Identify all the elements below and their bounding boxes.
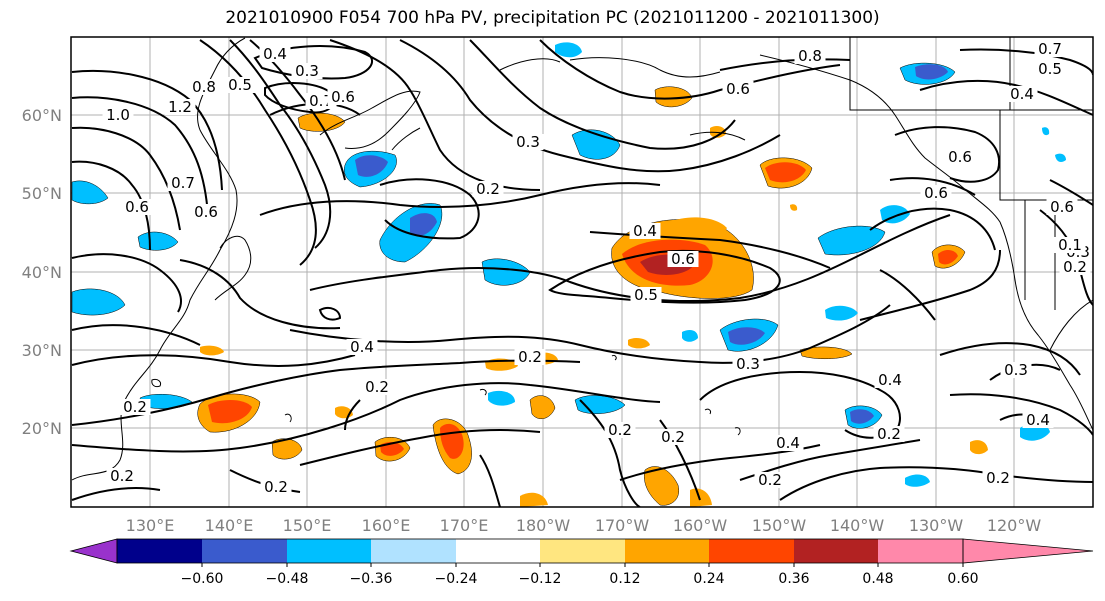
contour-label: 0.4 bbox=[1026, 411, 1050, 429]
contour-label: 0.2 bbox=[110, 467, 134, 485]
colorbar-extend-left bbox=[69, 538, 118, 564]
contour-label: 0.2 bbox=[877, 425, 901, 443]
contour-label: 0.2 bbox=[608, 421, 632, 439]
colorbar-tick-label: −0.24 bbox=[435, 571, 478, 587]
colorbar-segment bbox=[117, 539, 202, 563]
latitude-label: 20°N bbox=[22, 419, 62, 438]
contour-label: 0.5 bbox=[1038, 60, 1062, 78]
contour-label: 0.6 bbox=[671, 250, 695, 268]
contour-label: 0.5 bbox=[228, 76, 252, 94]
contour-label: 0.2 bbox=[264, 478, 288, 496]
contour-label: 0.2 bbox=[986, 469, 1010, 487]
latitude-label: 60°N bbox=[22, 106, 62, 125]
contour-label: 0.2 bbox=[758, 471, 782, 489]
longitude-label: 160°W bbox=[673, 516, 728, 535]
contour-label: 0.8 bbox=[192, 78, 216, 96]
longitude-label: 140°W bbox=[830, 516, 885, 535]
contour-label: 0.4 bbox=[1010, 85, 1034, 103]
colorbar-segment bbox=[287, 539, 371, 563]
contour-label: 0.6 bbox=[194, 203, 218, 221]
colorbar-tick-label: 0.60 bbox=[947, 571, 978, 587]
contour-label: 0.6 bbox=[125, 198, 149, 216]
contour-label: 0.7 bbox=[1038, 40, 1062, 58]
contour-label: 0.3 bbox=[295, 62, 319, 80]
longitude-label: 180°W bbox=[516, 516, 571, 535]
contour-label: 0.7 bbox=[309, 92, 333, 110]
colorbar-tick-label: 0.24 bbox=[693, 571, 724, 587]
contour-label: 0.4 bbox=[633, 222, 657, 240]
colorbar-extend-right bbox=[962, 538, 1094, 564]
contour-label: 0.2 bbox=[1063, 258, 1087, 276]
contour-label: 1.0 bbox=[106, 106, 130, 124]
longitude-label: 150°W bbox=[752, 516, 807, 535]
contour-label: 0.4 bbox=[776, 434, 800, 452]
contour-label: 0.2 bbox=[123, 398, 147, 416]
longitude-label: 170°E bbox=[440, 516, 489, 535]
contour-label: 0.2 bbox=[476, 180, 500, 198]
contour-labels: 0.40.30.8 0.50.70.61.0 1.20.70.60.60.30.20… bbox=[102, 40, 1093, 496]
contour-label: 0.6 bbox=[948, 148, 972, 166]
map-title: 2021010900 F054 700 hPa PV, precipitatio… bbox=[225, 8, 880, 28]
latitude-label: 30°N bbox=[22, 341, 62, 360]
contour-label: 0.6 bbox=[924, 184, 948, 202]
colorbar-segment bbox=[371, 539, 456, 563]
latitude-label: 50°N bbox=[22, 184, 62, 203]
contour-label: 0.3 bbox=[736, 355, 760, 373]
colorbar-tick-label: −0.48 bbox=[266, 571, 309, 587]
contour-label: 0.6 bbox=[726, 80, 750, 98]
contour-label: 0.7 bbox=[171, 174, 195, 192]
colorbar-tick-label: −0.60 bbox=[181, 571, 224, 587]
contour-label: 0.3 bbox=[1004, 361, 1028, 379]
precipitation-shading bbox=[71, 42, 1066, 507]
map-frame bbox=[70, 36, 1094, 508]
contour-label: 0.2 bbox=[518, 348, 542, 366]
contour-label: 0.3 bbox=[516, 133, 540, 151]
contour-label: 0.4 bbox=[350, 338, 374, 356]
colorbar-tick-label: 0.12 bbox=[609, 571, 640, 587]
longitude-label: 120°W bbox=[987, 516, 1042, 535]
colorbar-tick-label: −0.12 bbox=[519, 571, 562, 587]
colorbar-segment bbox=[794, 539, 878, 563]
contour-label: 0.4 bbox=[878, 371, 902, 389]
longitude-labels: 130°E 140°E 150°E 160°E 170°E 180°W 170°W 160°W… bbox=[126, 516, 1042, 535]
longitude-label: 170°W bbox=[595, 516, 650, 535]
contour-label: 0.4 bbox=[263, 45, 287, 63]
colorbar-segment bbox=[625, 539, 709, 563]
contour-label: 0.8 bbox=[798, 47, 822, 65]
longitude-label: 130°E bbox=[126, 516, 175, 535]
contour-label: 0.2 bbox=[661, 428, 685, 446]
colorbar-segment bbox=[878, 539, 963, 563]
longitude-label: 160°E bbox=[362, 516, 411, 535]
colorbar-tick-label: 0.48 bbox=[862, 571, 893, 587]
colorbar-segment bbox=[709, 539, 794, 563]
graticule bbox=[71, 37, 1093, 507]
colorbar-segment bbox=[456, 539, 540, 563]
contour-label: 1.2 bbox=[168, 98, 192, 116]
longitude-label: 130°W bbox=[909, 516, 964, 535]
contour-label: 0.1 bbox=[1058, 236, 1082, 254]
colorbar-tick-label: 0.36 bbox=[778, 571, 809, 587]
contour-label: 0.5 bbox=[634, 286, 658, 304]
latitude-label: 40°N bbox=[22, 263, 62, 282]
latitude-labels: 60°N 50°N 40°N 30°N 20°N bbox=[22, 106, 62, 438]
contour-label: 0.2 bbox=[365, 378, 389, 396]
colorbar-segment bbox=[202, 539, 287, 563]
contour-label: 0.6 bbox=[1050, 198, 1074, 216]
longitude-label: 140°E bbox=[205, 516, 254, 535]
colorbar-tick-label: −0.36 bbox=[350, 571, 393, 587]
colorbar-segment bbox=[540, 539, 625, 563]
colorbar: −0.60 −0.48 −0.36 −0.24 −0.12 0.12 0.24 0.36 0.4… bbox=[69, 538, 1094, 587]
longitude-label: 150°E bbox=[283, 516, 332, 535]
contour-label: 0.6 bbox=[331, 88, 355, 106]
